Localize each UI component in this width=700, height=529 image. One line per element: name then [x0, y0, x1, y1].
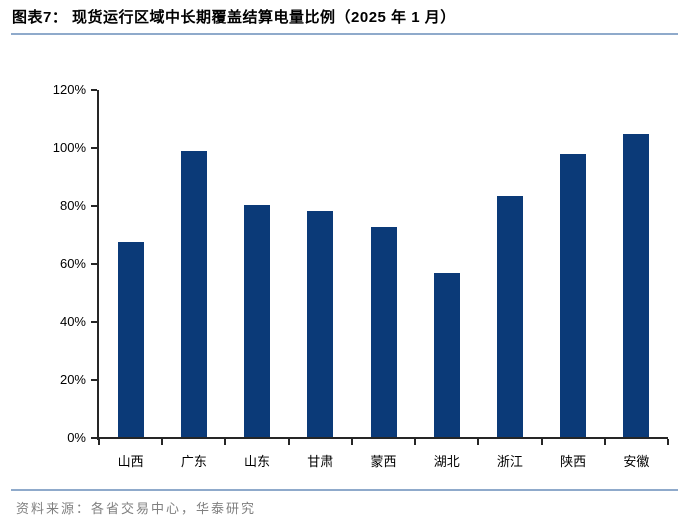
x-category-label: 山西 — [117, 454, 144, 469]
x-axis-tick — [667, 439, 669, 445]
bar-安徽 — [623, 134, 650, 437]
x-axis-line — [92, 437, 668, 439]
y-tick-label: 20% — [59, 372, 86, 387]
x-axis-tick — [540, 439, 543, 445]
title-divider-rule — [11, 33, 678, 35]
y-axis-tick — [91, 379, 97, 381]
y-axis-tick — [91, 321, 97, 323]
y-tick-label: 80% — [59, 198, 86, 213]
x-axis-tick — [161, 439, 164, 445]
bar-山东 — [244, 205, 271, 437]
bar-湖北 — [433, 273, 460, 437]
y-axis-tick — [91, 263, 97, 265]
bar-山西 — [117, 242, 144, 437]
x-axis-tick — [287, 439, 290, 445]
y-tick-label: 100% — [52, 140, 86, 155]
bar-广东 — [180, 151, 207, 437]
y-axis-tick — [91, 437, 97, 439]
y-axis-tick — [91, 147, 97, 149]
y-tick-label: 120% — [52, 82, 86, 97]
source-note: 资料来源：各省交易中心，华泰研究 — [16, 501, 257, 516]
bar-浙江 — [496, 196, 523, 437]
y-tick-label: 0% — [67, 430, 86, 445]
x-category-label: 陕西 — [560, 454, 587, 469]
y-tick-label: 40% — [59, 314, 86, 329]
x-category-label: 湖北 — [433, 454, 460, 469]
bar-蒙西 — [370, 227, 397, 437]
y-tick-label: 60% — [59, 256, 86, 271]
x-axis-tick — [603, 439, 606, 445]
x-axis-tick — [224, 439, 227, 445]
y-axis-tick — [91, 89, 97, 91]
x-axis-tick — [414, 439, 417, 445]
figure-title: 图表7： 现货运行区域中长期覆盖结算电量比例（2025 年 1 月） — [12, 9, 456, 26]
x-category-label: 安徽 — [623, 454, 650, 469]
y-axis-tick — [91, 205, 97, 207]
x-category-label: 广东 — [180, 454, 207, 469]
x-axis-tick — [477, 439, 480, 445]
x-axis-tick — [350, 439, 353, 445]
bar-陕西 — [560, 154, 587, 437]
x-category-label: 山东 — [244, 454, 271, 469]
bar-甘肃 — [307, 211, 334, 437]
x-category-label: 蒙西 — [370, 454, 397, 469]
x-category-label: 浙江 — [496, 454, 523, 469]
x-axis-tick — [98, 439, 100, 445]
x-category-label: 甘肃 — [307, 454, 334, 469]
y-axis-line — [97, 90, 99, 440]
bar-chart: 0% 20% 40% 60% 80% 100% 120% 山西 广东 山东 甘肃 蒙西 湖北 浙江 陕西 安徽 — [0, 40, 700, 480]
footer-divider-rule — [11, 489, 678, 491]
